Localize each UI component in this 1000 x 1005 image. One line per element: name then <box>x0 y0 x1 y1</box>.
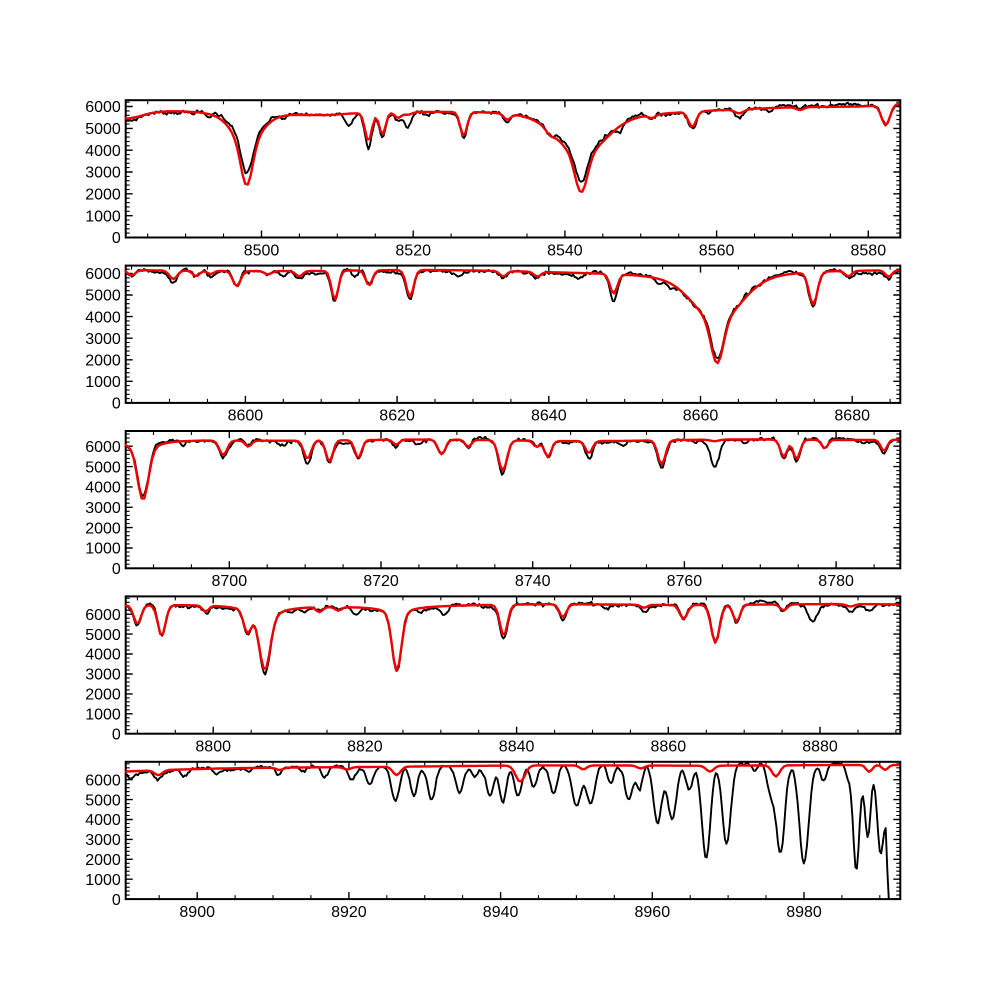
svg-text:8520: 8520 <box>395 242 431 259</box>
svg-text:1000: 1000 <box>85 208 121 225</box>
svg-text:6000: 6000 <box>85 266 121 283</box>
svg-text:8960: 8960 <box>635 904 671 921</box>
svg-text:0: 0 <box>112 892 121 909</box>
svg-text:5000: 5000 <box>85 121 121 138</box>
svg-text:1000: 1000 <box>85 872 121 889</box>
svg-text:8940: 8940 <box>483 904 519 921</box>
svg-text:0: 0 <box>112 396 121 413</box>
svg-text:0: 0 <box>112 726 121 743</box>
svg-text:2000: 2000 <box>85 852 121 869</box>
svg-text:8780: 8780 <box>818 573 854 590</box>
svg-text:8620: 8620 <box>379 408 415 425</box>
svg-text:8740: 8740 <box>515 573 551 590</box>
svg-text:8900: 8900 <box>179 904 215 921</box>
svg-text:8840: 8840 <box>499 739 535 756</box>
svg-text:8660: 8660 <box>683 408 719 425</box>
svg-text:2000: 2000 <box>85 353 121 370</box>
svg-text:8560: 8560 <box>699 242 735 259</box>
svg-text:8820: 8820 <box>347 739 383 756</box>
svg-text:3000: 3000 <box>85 832 121 849</box>
svg-text:3000: 3000 <box>85 500 121 517</box>
svg-text:2000: 2000 <box>85 187 121 204</box>
svg-text:4000: 4000 <box>85 309 121 326</box>
svg-text:5000: 5000 <box>85 627 121 644</box>
svg-text:6000: 6000 <box>85 439 121 456</box>
svg-text:8600: 8600 <box>228 408 264 425</box>
svg-text:3000: 3000 <box>85 331 121 348</box>
svg-text:5000: 5000 <box>85 459 121 476</box>
svg-text:2000: 2000 <box>85 520 121 537</box>
svg-text:8800: 8800 <box>195 739 231 756</box>
svg-text:8920: 8920 <box>331 904 367 921</box>
svg-text:2000: 2000 <box>85 687 121 704</box>
svg-text:8760: 8760 <box>667 573 703 590</box>
svg-text:1000: 1000 <box>85 707 121 724</box>
svg-text:8860: 8860 <box>651 739 687 756</box>
svg-text:8500: 8500 <box>244 242 280 259</box>
svg-text:8720: 8720 <box>363 573 399 590</box>
svg-text:6000: 6000 <box>85 772 121 789</box>
svg-text:3000: 3000 <box>85 165 121 182</box>
svg-text:6000: 6000 <box>85 607 121 624</box>
svg-text:8540: 8540 <box>547 242 583 259</box>
svg-text:4000: 4000 <box>85 143 121 160</box>
svg-text:8980: 8980 <box>786 904 822 921</box>
svg-text:5000: 5000 <box>85 288 121 305</box>
svg-text:1000: 1000 <box>85 541 121 558</box>
svg-text:8640: 8640 <box>531 408 567 425</box>
svg-text:1000: 1000 <box>85 374 121 391</box>
svg-text:8880: 8880 <box>802 739 838 756</box>
svg-text:8680: 8680 <box>834 408 870 425</box>
svg-text:4000: 4000 <box>85 647 121 664</box>
svg-text:0: 0 <box>112 561 121 578</box>
svg-text:4000: 4000 <box>85 480 121 497</box>
svg-text:3000: 3000 <box>85 667 121 684</box>
svg-text:8700: 8700 <box>212 573 248 590</box>
svg-text:6000: 6000 <box>85 99 121 116</box>
svg-text:0: 0 <box>112 230 121 247</box>
svg-text:5000: 5000 <box>85 792 121 809</box>
svg-text:4000: 4000 <box>85 812 121 829</box>
svg-text:8580: 8580 <box>851 242 887 259</box>
